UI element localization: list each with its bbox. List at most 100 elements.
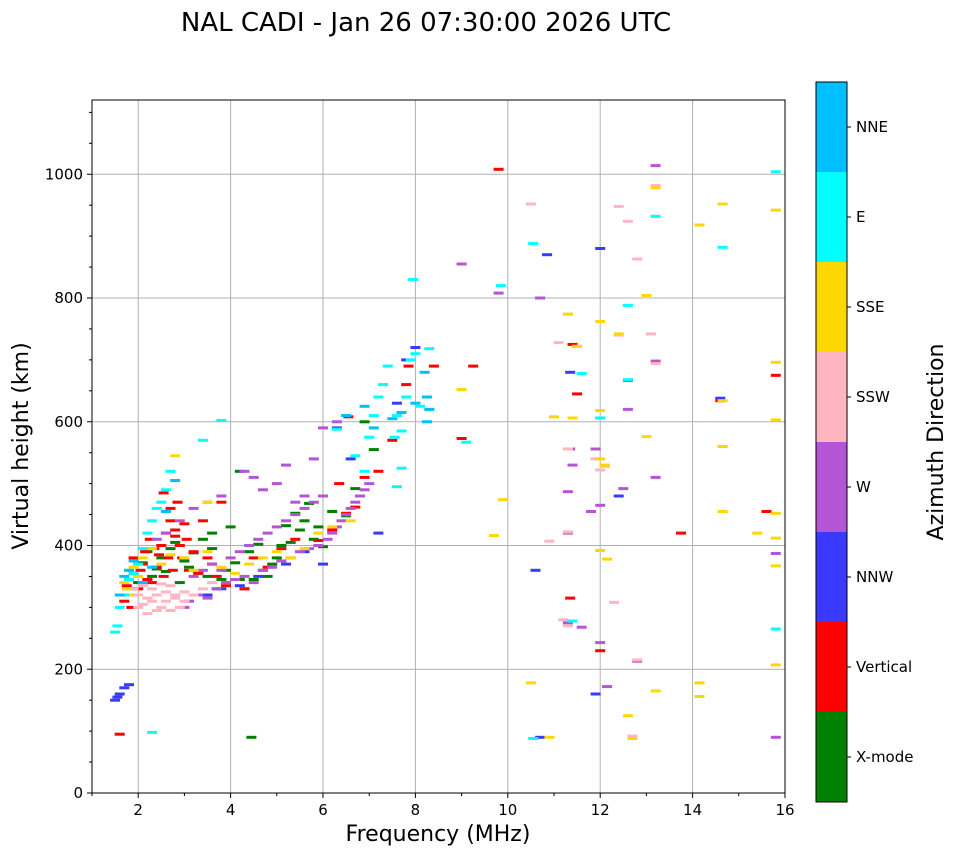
echo-point-e: [114, 605, 125, 609]
colorbar-segment: [816, 532, 847, 622]
echo-point-e: [165, 469, 176, 473]
echo-point-sse: [257, 556, 268, 560]
echo-point-w: [174, 519, 185, 523]
x-tick-label: 16: [775, 801, 794, 819]
echo-point-x-mode: [359, 420, 370, 424]
x-tick-label: 8: [411, 801, 421, 819]
echo-point-w: [281, 463, 291, 467]
echo-point-ssw: [156, 605, 167, 609]
echo-point-e: [415, 404, 425, 408]
echo-point-x-mode: [246, 735, 257, 739]
echo-point-vertical: [313, 539, 324, 542]
echo-point-vertical: [221, 584, 231, 588]
echo-point-w: [562, 621, 573, 625]
y-tick-label: 1000: [45, 165, 83, 183]
echo-point-vertical: [327, 528, 338, 532]
echo-point-e: [622, 378, 633, 382]
echo-point-ssw: [525, 202, 536, 206]
echo-point-w: [248, 475, 259, 479]
echo-point-w: [595, 641, 606, 645]
echo-point-e: [770, 170, 781, 174]
echo-point-e: [373, 395, 384, 399]
echo-point-vertical: [193, 571, 204, 575]
echo-point-e: [151, 506, 162, 510]
echo-point-w: [244, 544, 255, 547]
echo-point-vertical: [188, 550, 199, 554]
echo-point-sse: [216, 565, 227, 569]
echo-point-x-mode: [216, 578, 227, 581]
echo-point-ssw: [156, 582, 167, 586]
echo-point-vertical: [359, 475, 370, 479]
echo-point-vertical: [167, 568, 178, 572]
echo-point-w: [308, 457, 319, 461]
echo-point-e: [160, 488, 171, 492]
echo-point-e: [112, 624, 123, 628]
echo-point-x-mode: [281, 524, 291, 528]
echo-point-sse: [641, 294, 652, 297]
echo-point-sse: [694, 223, 705, 227]
x-tick-label: 10: [498, 801, 517, 819]
echo-point-sse: [156, 562, 167, 566]
echo-point-vertical: [154, 553, 164, 557]
echo-point-w: [225, 556, 236, 560]
echo-point-sse: [770, 418, 781, 422]
echo-point-vertical: [140, 550, 151, 554]
echo-point-ssw: [133, 605, 144, 609]
echo-point-vertical: [163, 556, 174, 560]
echo-point-w: [216, 494, 227, 498]
colorbar-segment: [816, 622, 847, 712]
plot-frame: [91, 99, 786, 794]
echo-point-nne: [387, 417, 398, 421]
echo-point-sse: [179, 556, 190, 560]
echo-point-sse: [770, 360, 781, 364]
echo-point-x-mode: [160, 570, 171, 573]
echo-point-e: [408, 277, 419, 281]
echo-point-e: [110, 630, 121, 634]
echo-point-vertical: [248, 556, 259, 560]
colorbar-category-label: NNE: [856, 118, 888, 136]
echo-point-x-mode: [299, 519, 310, 523]
echo-point-e: [401, 395, 412, 399]
echo-point-x-mode: [202, 574, 213, 578]
echo-point-e: [650, 214, 661, 218]
echo-point-e: [567, 619, 578, 623]
echo-point-vertical: [197, 519, 208, 523]
echo-point-w: [290, 513, 301, 517]
echo-point-w: [618, 487, 629, 491]
echo-point-x-mode: [248, 578, 259, 581]
echo-point-sse: [488, 534, 499, 538]
echo-point-ssw: [622, 219, 633, 223]
y-tick-label: 400: [54, 537, 83, 555]
echo-point-x-mode: [253, 542, 264, 546]
echo-point-x-mode: [225, 525, 236, 529]
echo-point-e: [391, 414, 402, 418]
echo-point-e: [216, 419, 227, 422]
echo-point-e: [368, 414, 379, 418]
echo-point-vertical: [172, 500, 183, 504]
echo-point-ssw: [160, 590, 171, 594]
echo-point-x-mode: [262, 574, 273, 578]
echo-point-w: [257, 488, 268, 492]
echo-point-w: [318, 494, 328, 498]
echo-point-nnw: [112, 695, 123, 699]
echo-point-ssw: [562, 530, 573, 534]
echo-point-w: [595, 503, 606, 507]
echo-point-x-mode: [207, 547, 218, 551]
echo-point-nne: [137, 581, 148, 585]
echo-point-nnw: [715, 396, 726, 400]
echo-point-sse: [299, 547, 310, 551]
echo-point-w: [331, 420, 342, 424]
echo-point-ssw: [613, 204, 624, 208]
echo-point-w: [239, 469, 250, 473]
colorbar-segment: [816, 712, 847, 802]
echo-point-sse: [271, 550, 282, 554]
plot-background: [92, 100, 785, 793]
colorbar-category-label: SSW: [856, 388, 890, 406]
colorbar-segment: [816, 262, 847, 352]
echo-point-w: [216, 568, 227, 572]
echo-point-sse: [694, 695, 705, 698]
echo-point-ssw: [562, 624, 573, 628]
echo-point-nnw: [345, 457, 356, 461]
echo-point-w: [322, 537, 333, 541]
echo-point-sse: [525, 681, 536, 685]
